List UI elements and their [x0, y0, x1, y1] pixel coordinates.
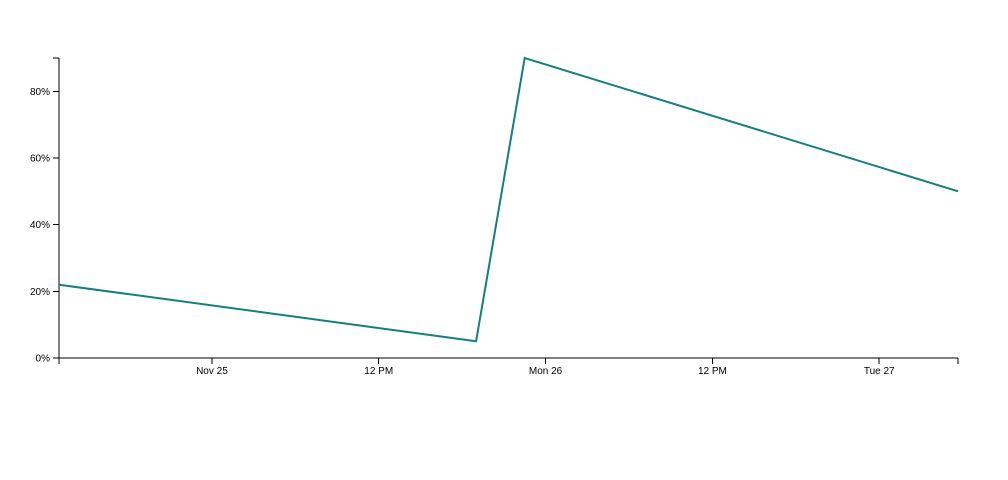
y-tick-label: 60%	[30, 154, 50, 165]
x-tick-label: Tue 27	[864, 366, 895, 377]
y-tick-label: 80%	[30, 87, 50, 98]
x-tick-label: 12 PM	[698, 366, 727, 377]
y-tick-label: 20%	[30, 287, 50, 298]
x-axis: Nov 25 12 PM Mon 26 12 PM Tue 27	[58, 357, 959, 377]
y-tick-label: 40%	[30, 220, 50, 231]
x-tick-label: Nov 25	[196, 366, 228, 377]
plot-area	[58, 56, 959, 343]
x-tick-label: Mon 26	[529, 366, 563, 377]
y-axis: 0% 20% 40% 60% 80%	[30, 57, 60, 365]
y-tick-label: 0%	[36, 354, 51, 365]
series-line	[58, 56, 959, 343]
x-tick-label: 12 PM	[364, 366, 393, 377]
